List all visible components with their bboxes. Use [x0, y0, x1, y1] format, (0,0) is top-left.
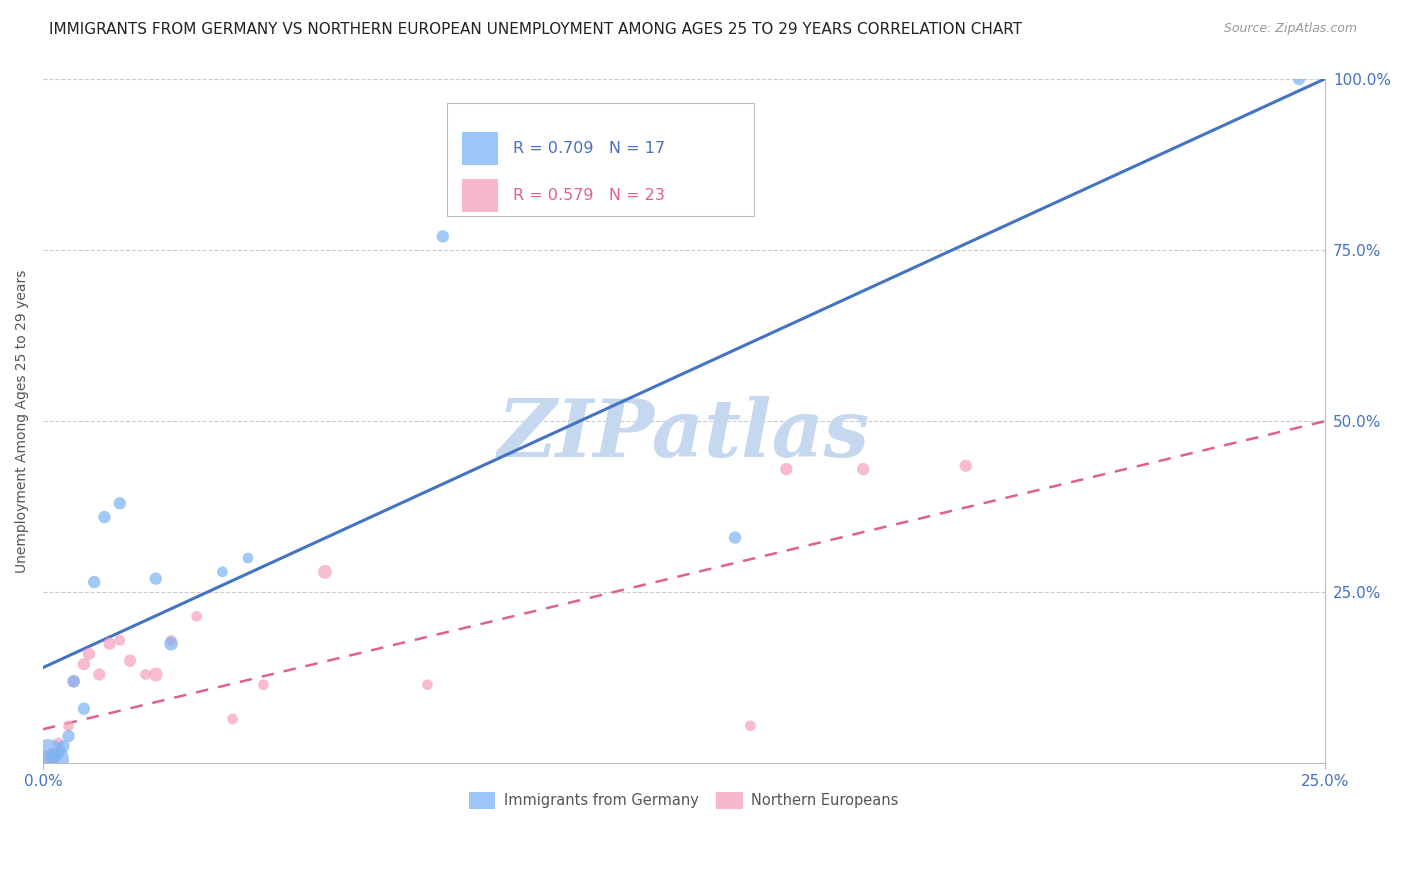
Point	[52, 739, 75, 754]
Point	[740, 719, 762, 733]
Point	[73, 657, 96, 672]
Point	[211, 565, 233, 579]
Text: R = 0.709   N = 17: R = 0.709 N = 17	[513, 141, 665, 155]
Text: Source: ZipAtlas.com: Source: ZipAtlas.com	[1223, 22, 1357, 36]
Y-axis label: Unemployment Among Ages 25 to 29 years: Unemployment Among Ages 25 to 29 years	[15, 269, 30, 573]
Point	[134, 667, 156, 681]
Text: R = 0.579   N = 23: R = 0.579 N = 23	[513, 188, 665, 203]
Point	[118, 654, 141, 668]
Point	[73, 702, 96, 716]
Point	[1288, 72, 1310, 87]
Point	[89, 667, 111, 681]
Point	[252, 678, 274, 692]
Point	[58, 729, 80, 743]
Point	[145, 572, 167, 586]
Point	[46, 746, 69, 760]
Point	[108, 633, 131, 648]
Point	[955, 458, 977, 473]
Point	[432, 229, 454, 244]
Point	[160, 633, 183, 648]
Point	[236, 551, 259, 566]
Point	[62, 674, 84, 689]
Point	[37, 753, 59, 767]
Bar	[463, 179, 498, 212]
Point	[62, 674, 84, 689]
Point	[42, 749, 65, 764]
Point	[108, 496, 131, 510]
Text: ZIPatlas: ZIPatlas	[498, 396, 870, 474]
Point	[46, 736, 69, 750]
Text: IMMIGRANTS FROM GERMANY VS NORTHERN EUROPEAN UNEMPLOYMENT AMONG AGES 25 TO 29 YE: IMMIGRANTS FROM GERMANY VS NORTHERN EURO…	[49, 22, 1022, 37]
Point	[98, 637, 121, 651]
Bar	[463, 132, 498, 164]
Point	[186, 609, 208, 624]
Point	[160, 637, 183, 651]
Point	[724, 531, 747, 545]
Point	[416, 678, 439, 692]
Point	[42, 746, 65, 760]
Point	[775, 462, 797, 476]
Point	[83, 575, 105, 590]
Point	[58, 719, 80, 733]
Legend: Immigrants from Germany, Northern Europeans: Immigrants from Germany, Northern Europe…	[463, 786, 904, 814]
FancyBboxPatch shape	[447, 103, 754, 216]
Point	[852, 462, 875, 476]
Point	[37, 753, 59, 767]
Point	[145, 667, 167, 681]
Point	[221, 712, 243, 726]
Point	[93, 510, 115, 524]
Point	[314, 565, 336, 579]
Point	[77, 647, 100, 661]
